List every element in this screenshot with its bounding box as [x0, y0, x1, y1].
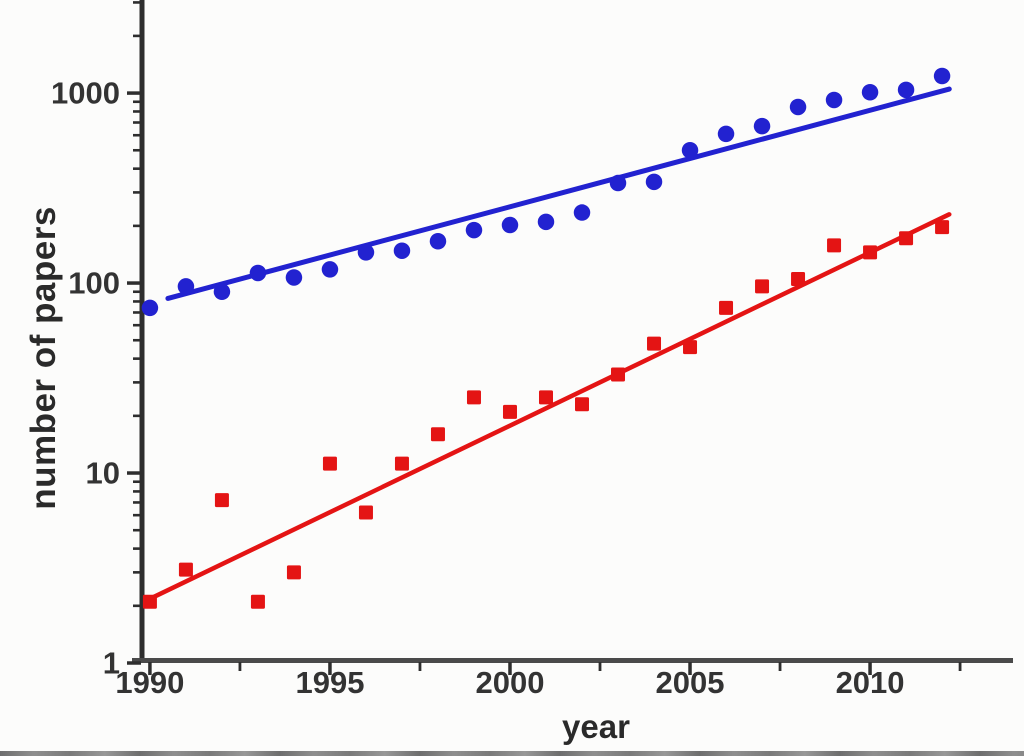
data-point-square	[863, 245, 878, 260]
data-point-circle	[753, 117, 771, 135]
data-point-circle	[789, 98, 807, 116]
x-tick-label: 2010	[836, 665, 905, 700]
data-point-circle	[357, 244, 375, 261]
x-tick-label: 2005	[656, 665, 725, 700]
data-point-square	[214, 493, 229, 508]
data-point-circle	[537, 213, 555, 231]
data-point-circle	[645, 173, 663, 191]
data-point-circle	[429, 232, 447, 250]
trend-blue	[165, 86, 952, 301]
y-axis-label: number of papers	[24, 206, 63, 510]
data-point-square	[755, 279, 770, 294]
data-point-square	[358, 505, 373, 520]
data-point-circle	[897, 81, 915, 99]
data-point-circle	[465, 221, 483, 239]
data-point-square	[322, 456, 337, 471]
data-point-circle	[717, 125, 735, 143]
data-point-square	[466, 390, 481, 405]
data-point-square	[935, 220, 950, 235]
x-tick-label: 2000	[476, 665, 545, 700]
trend-red	[149, 212, 952, 601]
data-point-circle	[501, 216, 519, 234]
x-tick-label: 1990	[115, 665, 184, 700]
data-point-square	[502, 404, 517, 419]
data-point-square	[142, 594, 157, 609]
data-point-square	[286, 565, 301, 580]
series-red-squares	[142, 220, 950, 609]
axes: 1 10 100 1000 1990 1995 2000 2005 2010	[51, 0, 1013, 700]
data-point-square	[647, 336, 662, 351]
data-point-square	[538, 390, 553, 405]
data-point-circle	[393, 242, 411, 259]
data-point-circle	[861, 84, 879, 101]
data-point-square	[250, 594, 265, 609]
series-blue-circles	[141, 67, 951, 317]
data-point-circle	[933, 67, 951, 85]
data-point-square	[827, 238, 842, 253]
data-point-circle	[177, 278, 195, 295]
y-tick-label: 100	[68, 266, 120, 301]
data-point-square	[683, 340, 698, 355]
data-point-circle	[321, 261, 339, 278]
x-tick-label: 1995	[295, 665, 364, 700]
data-point-square	[394, 456, 409, 471]
data-point-square	[719, 300, 734, 315]
data-point-circle	[609, 174, 627, 192]
x-axis-label: year	[562, 708, 630, 745]
data-point-circle	[285, 269, 303, 286]
data-point-square	[611, 367, 626, 382]
y-tick-label: 10	[86, 456, 120, 491]
y-tick-label: 1	[103, 646, 120, 681]
data-point-square	[575, 397, 590, 412]
data-point-square	[430, 427, 445, 442]
data-point-circle	[681, 142, 699, 159]
data-point-circle	[213, 283, 231, 300]
data-point-circle	[141, 299, 159, 317]
data-point-square	[899, 231, 914, 246]
data-point-circle	[573, 204, 591, 221]
data-point-square	[178, 562, 193, 577]
data-point-square	[791, 272, 806, 287]
y-tick-label: 1000	[51, 76, 120, 111]
data-point-circle	[825, 91, 843, 109]
data-point-circle	[249, 264, 267, 282]
bottom-border-strip	[0, 751, 1024, 756]
